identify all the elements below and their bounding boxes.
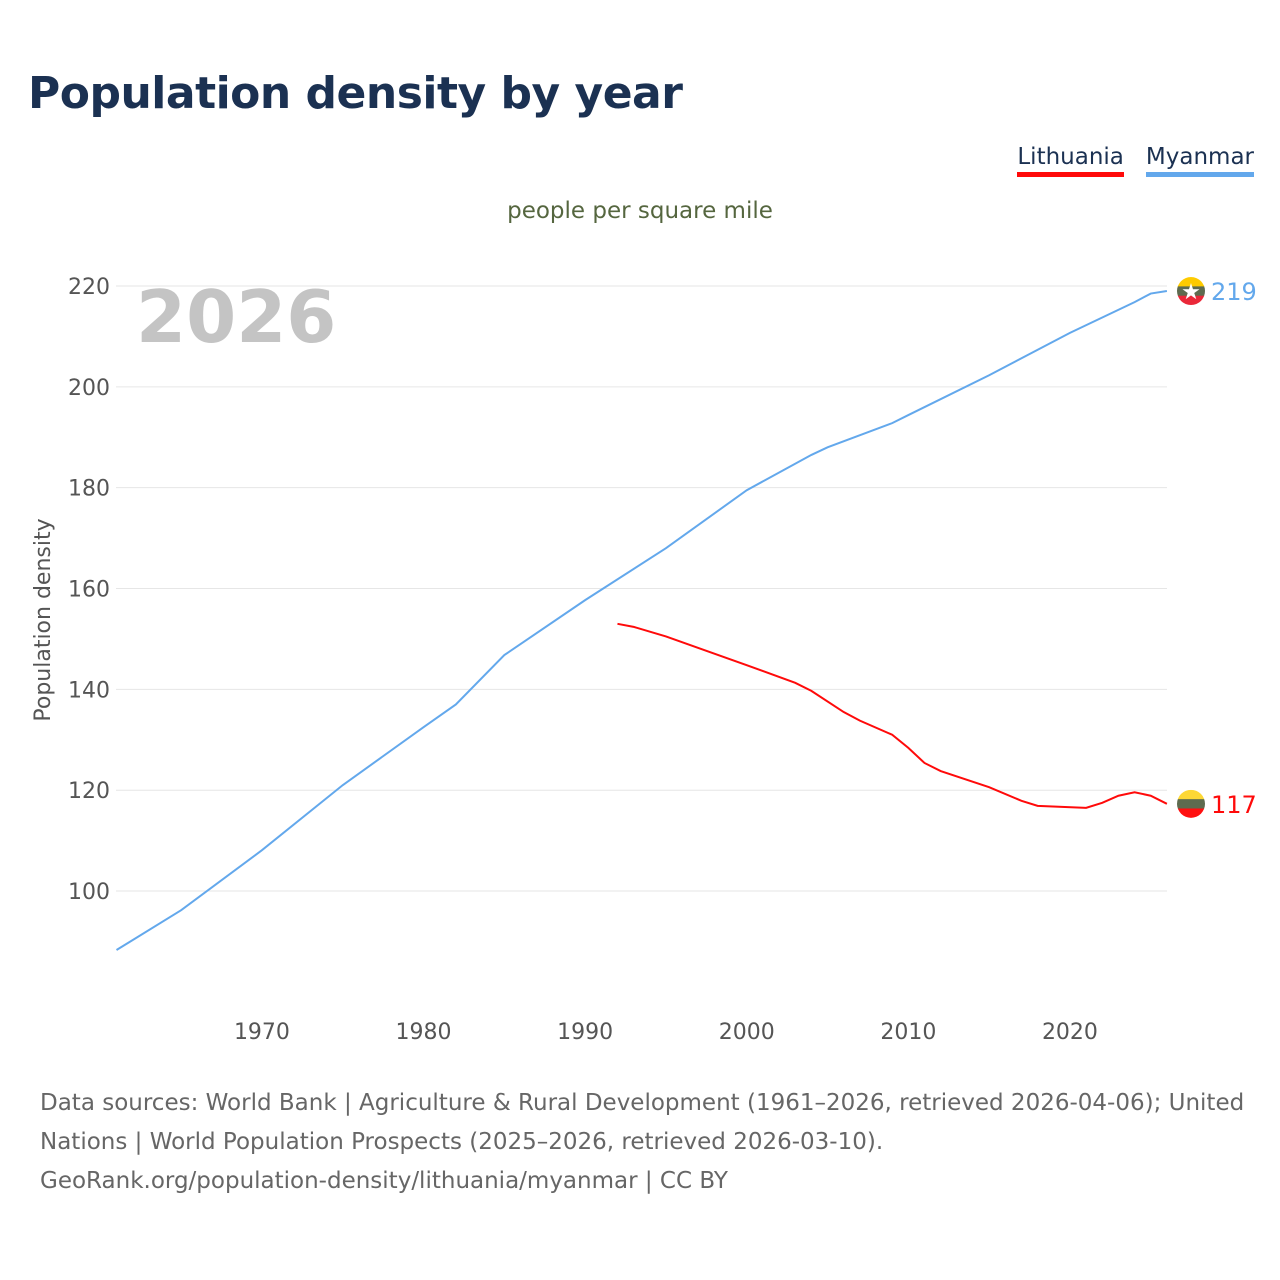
- y-tick-label: 100: [68, 880, 110, 905]
- x-tick-label: 1990: [557, 1020, 613, 1045]
- legend-item-lithuania[interactable]: Lithuania: [1017, 144, 1124, 177]
- year-watermark: 2026: [136, 275, 336, 359]
- y-tick-label: 180: [68, 477, 110, 502]
- line-chart: 2026 Population density 100 120 140 160 180 2…: [31, 275, 1257, 1045]
- legend: Lithuania Myanmar: [1017, 144, 1254, 177]
- y-tick-label: 200: [68, 376, 110, 401]
- data-sources: Data sources: World Bank | Agriculture &…: [40, 1090, 1245, 1155]
- x-tick-label: 2020: [1042, 1020, 1098, 1045]
- y-axis-label: Population density: [31, 518, 56, 721]
- footer: Data sources: World Bank | Agriculture &…: [40, 1084, 1250, 1201]
- source-link[interactable]: GeoRank.org/population-density/lithuania…: [40, 1168, 728, 1194]
- x-tick-label: 1970: [234, 1020, 290, 1045]
- y-tick-label: 120: [68, 779, 110, 804]
- x-tick-label: 1980: [396, 1020, 452, 1045]
- chart-subtitle: people per square mile: [507, 198, 773, 224]
- end-value-label: 117: [1211, 791, 1257, 819]
- y-tick-label: 160: [68, 578, 110, 603]
- y-tick-label: 140: [68, 678, 110, 703]
- series-line-lithuania: [617, 622, 1168, 809]
- y-tick-label: 220: [68, 275, 110, 300]
- x-tick-label: 2010: [880, 1020, 936, 1045]
- svg-text:★: ★: [1181, 280, 1201, 305]
- series-line-myanmar: [115, 290, 1168, 951]
- legend-item-myanmar[interactable]: Myanmar: [1145, 144, 1254, 177]
- myanmar-flag-icon: ★: [1177, 277, 1205, 306]
- lithuania-flag-icon: [1177, 789, 1205, 818]
- x-tick-label: 2000: [719, 1020, 775, 1045]
- chart-title: Population density by year: [28, 68, 683, 119]
- end-value-label: 219: [1211, 278, 1257, 306]
